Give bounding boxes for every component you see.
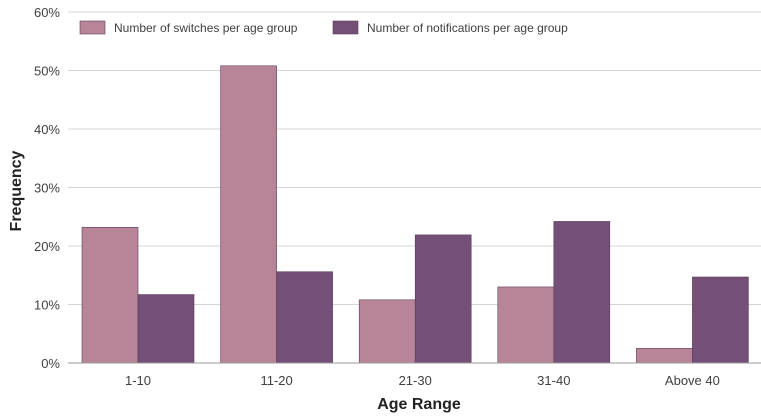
legend-label: Number of notifications per age group <box>367 21 568 35</box>
y-tick-label: 50% <box>34 64 60 79</box>
bar-series-2 <box>276 271 333 364</box>
y-tick-label: 20% <box>34 239 60 254</box>
y-axis-title: Frequency <box>8 150 25 231</box>
bars <box>81 65 749 364</box>
x-tick-label: 21-30 <box>399 373 432 388</box>
y-tick-label: 0% <box>41 356 60 371</box>
gridlines <box>68 11 761 305</box>
bar-series-2 <box>414 234 472 364</box>
bar-series-1 <box>497 286 555 364</box>
y-tick-label: 10% <box>34 298 60 313</box>
bar-series-2 <box>692 276 749 364</box>
x-axis-ticks: 1-10 11-20 21-30 31-40 Above 40 <box>125 373 720 388</box>
x-tick-label: 11-20 <box>260 373 292 388</box>
x-axis-title: Age Range <box>377 396 461 413</box>
bar-series-1 <box>358 299 416 364</box>
x-tick-label: Above 40 <box>665 373 720 388</box>
y-tick-label: 60% <box>34 5 60 20</box>
bar-series-2 <box>137 294 195 364</box>
legend-swatch <box>79 20 106 35</box>
y-tick-label: 30% <box>34 181 60 196</box>
bar-series-1 <box>81 226 139 364</box>
bar-series-1 <box>220 65 277 364</box>
legend-label: Number of switches per age group <box>114 21 298 35</box>
y-axis-ticks: 0% 10% 20% 30% 40% 50% 60% <box>34 5 60 371</box>
x-tick-label: 1-10 <box>125 373 151 388</box>
legend-swatch <box>332 20 359 35</box>
legend: Number of switches per age group Number o… <box>79 20 568 35</box>
bar-series-1 <box>636 348 693 364</box>
bar-series-2 <box>553 221 611 364</box>
y-tick-label: 40% <box>34 122 60 137</box>
x-tick-label: 31-40 <box>537 373 570 388</box>
